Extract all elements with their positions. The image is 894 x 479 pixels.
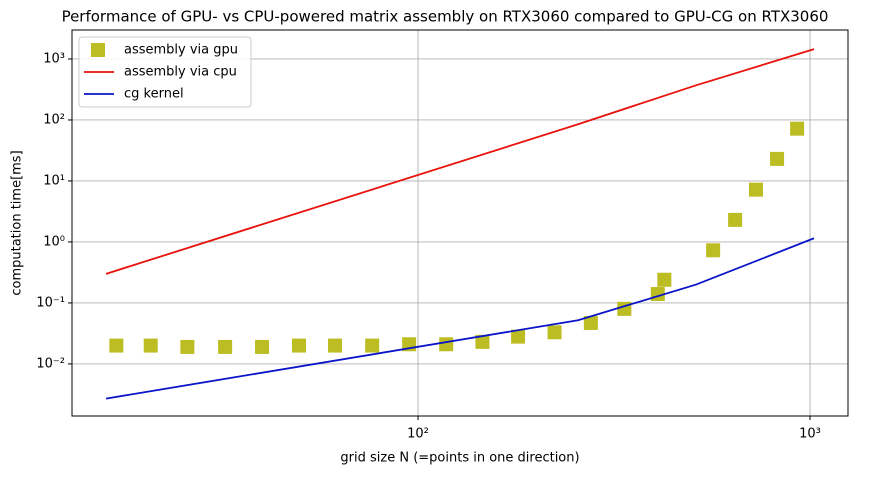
data-point [439, 337, 454, 352]
data-point [143, 338, 158, 353]
y-tick-label: 10³ [43, 51, 65, 66]
data-point [790, 121, 805, 136]
data-point [770, 151, 785, 166]
data-point [109, 338, 124, 353]
legend-marker [91, 43, 105, 57]
plot-frame [71, 29, 849, 417]
data-point [255, 339, 270, 354]
x-tick-label: 10³ [799, 427, 821, 442]
data-point [327, 338, 342, 353]
data-point [583, 315, 598, 330]
legend-label: cg kernel [124, 87, 184, 102]
data-line [105, 48, 815, 275]
data-point [706, 243, 721, 258]
data-point [180, 339, 195, 354]
legend-label: assembly via cpu [124, 65, 237, 80]
legend-box [78, 36, 252, 108]
data-line [105, 237, 815, 400]
data-point [511, 329, 526, 344]
y-tick-label: 10⁰ [43, 234, 65, 249]
data-point [748, 182, 763, 197]
y-tick-label: 10² [43, 112, 65, 127]
y-tick-label: 10⁻¹ [36, 295, 65, 310]
data-point [475, 334, 490, 349]
data-point [291, 338, 306, 353]
y-tick-label: 10⁻² [36, 356, 65, 371]
chart-title: Performance of GPU- vs CPU-powered matri… [62, 8, 829, 26]
data-point [657, 272, 672, 287]
legend-label: assembly via gpu [124, 43, 238, 58]
x-tick-label: 10² [407, 427, 429, 442]
y-tick-label: 10¹ [43, 173, 65, 188]
data-point [365, 338, 380, 353]
data-point [547, 325, 562, 340]
data-point [218, 339, 233, 354]
x-axis-label: grid size N (=points in one direction) [340, 451, 579, 466]
data-point [728, 212, 743, 227]
y-axis-label: computation time[ms] [10, 150, 25, 295]
